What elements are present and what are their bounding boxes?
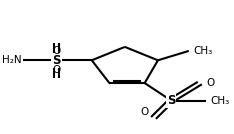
Text: H₂N: H₂N bbox=[2, 55, 21, 65]
Text: S: S bbox=[52, 54, 61, 67]
Text: O: O bbox=[206, 78, 215, 88]
Text: S: S bbox=[167, 94, 176, 107]
Text: O: O bbox=[141, 107, 149, 117]
Text: CH₃: CH₃ bbox=[193, 46, 212, 56]
Text: O: O bbox=[52, 65, 61, 75]
Text: CH₃: CH₃ bbox=[211, 96, 230, 105]
Text: O: O bbox=[52, 46, 61, 56]
